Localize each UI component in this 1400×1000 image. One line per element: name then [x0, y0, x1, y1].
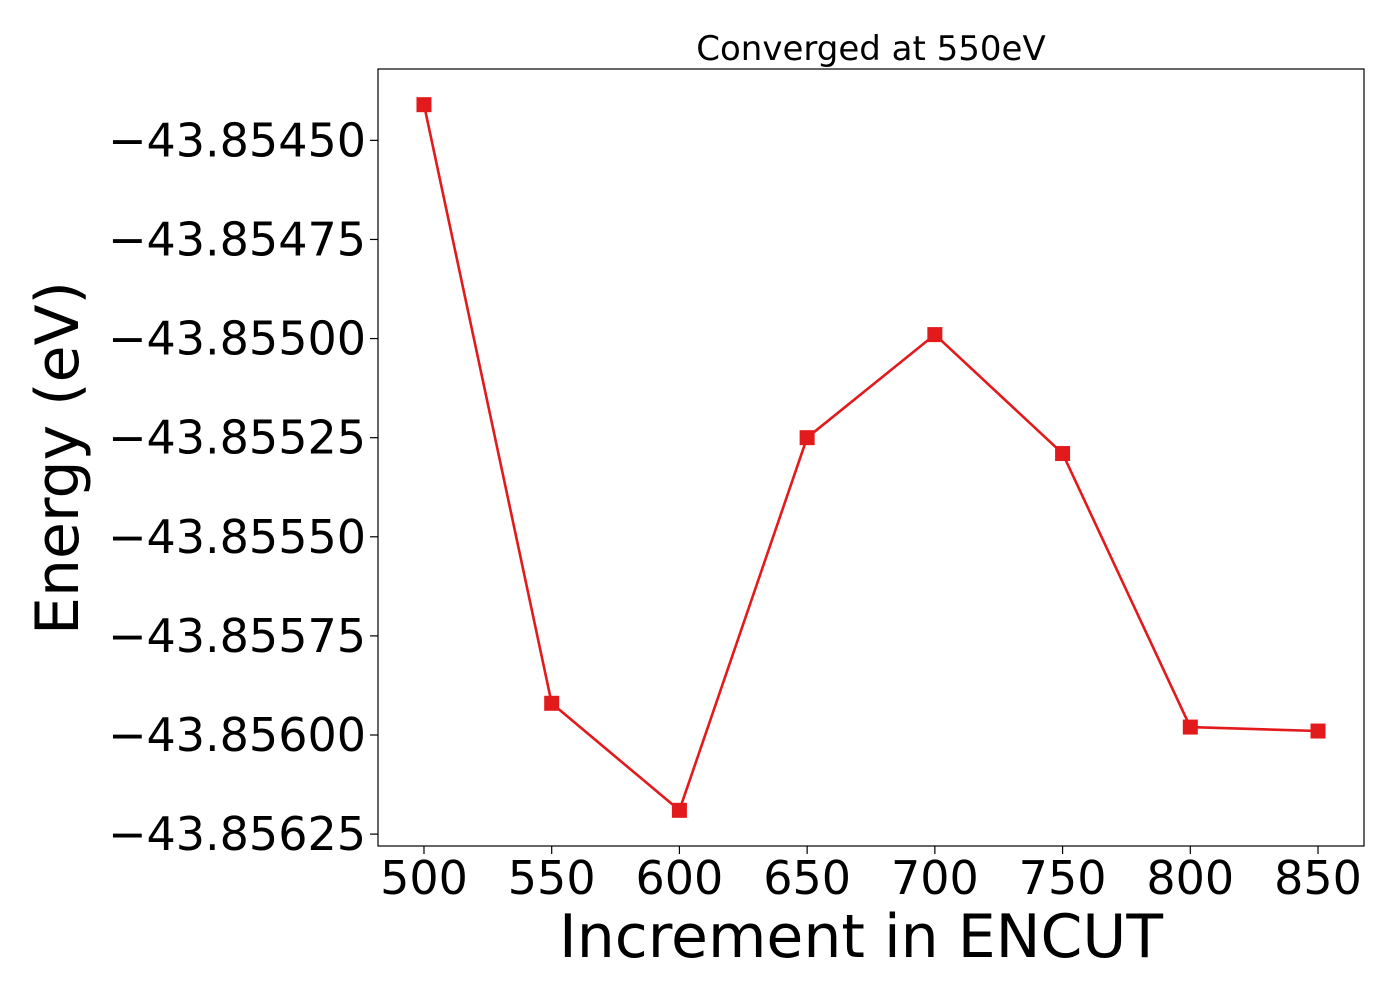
data-point-marker [1310, 723, 1326, 739]
y-tick-label: −43.85550 [108, 510, 366, 564]
y-tick-label: −43.85525 [108, 411, 366, 465]
data-point-marker [671, 802, 687, 818]
energy-series-line [422, 104, 1319, 813]
data-point-marker [544, 695, 560, 711]
data-point-marker [1182, 719, 1198, 735]
x-tick-label: 800 [1146, 851, 1234, 905]
x-axis: 500 550 600 650 700 750 800 850 [380, 846, 1362, 905]
y-tick-label: −43.85600 [108, 708, 366, 762]
x-tick-label: 550 [508, 851, 596, 905]
x-axis-title: Increment in ENCUT [559, 902, 1163, 972]
x-tick-label: 700 [891, 851, 979, 905]
data-point-marker [416, 97, 432, 113]
y-axis: −43.85450 −43.85475 −43.85500 −43.85525 −43.… [108, 113, 378, 861]
x-tick-label: 750 [1019, 851, 1107, 905]
y-tick-label: −43.85575 [108, 609, 366, 663]
y-tick-label: −43.85500 [108, 312, 366, 366]
chart-title: Converged at 550eV [696, 29, 1045, 69]
y-tick-label: −43.85475 [108, 212, 366, 266]
y-tick-label: −43.85625 [108, 807, 366, 861]
data-markers [416, 97, 1326, 818]
data-point-marker [1055, 446, 1071, 462]
x-tick-label: 850 [1274, 851, 1362, 905]
plot-area-frame [377, 68, 1365, 847]
y-tick-label: −43.85450 [108, 113, 366, 167]
x-tick-label: 600 [636, 851, 724, 905]
y-axis-title: Energy (eV) [23, 281, 93, 635]
x-tick-label: 500 [380, 851, 468, 905]
data-point-marker [927, 327, 943, 343]
x-tick-label: 650 [763, 851, 851, 905]
data-point-marker [799, 430, 815, 446]
